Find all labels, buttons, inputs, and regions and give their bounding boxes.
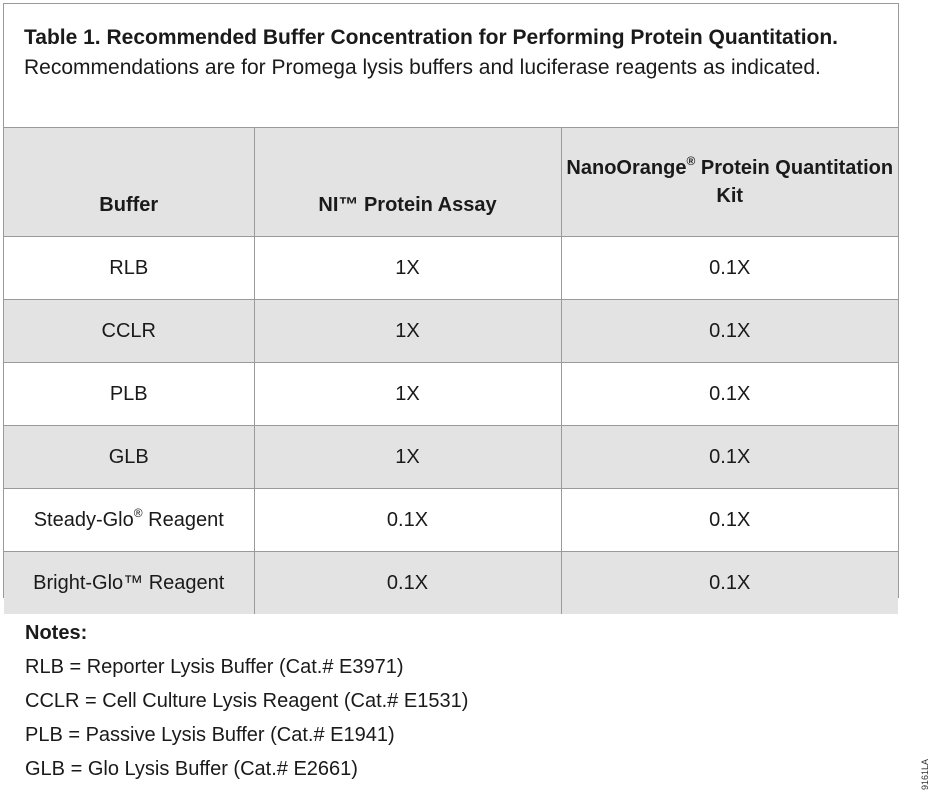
figure-code: 9161LA [920,758,930,790]
cell-nanoorange: 0.1X [560,362,898,426]
header-ni-protein-assay: NI™ Protein Assay [253,128,561,237]
header-nanoorange-kit: NanoOrange® Protein Quantitation Kit [560,128,898,237]
notes-section: Notes: RLB = Reporter Lysis Buffer (Cat.… [25,616,468,786]
header-buffer: Buffer [4,128,254,237]
header-row: Buffer NI™ Protein Assay NanoOrange® Pro… [4,128,898,237]
cell-buffer-name: Steady-Glo [33,508,134,531]
cell-buffer: CCLR [4,299,254,363]
note-item: PLB = Passive Lysis Buffer (Cat.# E1941) [25,724,395,746]
table-row: Bright-Glo™ Reagent 0.1X 0.1X [4,551,898,614]
cell-ni: 1X [253,362,561,426]
cell-buffer-suffix: Reagent [142,508,224,531]
header-nanoorange-name: NanoOrange [566,157,687,179]
note-item: CCLR = Cell Culture Lysis Reagent (Cat.#… [25,690,469,712]
table-row: Steady-Glo® Reagent 0.1X 0.1X [4,488,898,552]
cell-buffer: RLB [4,236,254,300]
buffer-concentration-table: Buffer NI™ Protein Assay NanoOrange® Pro… [4,128,898,614]
cell-buffer: Bright-Glo™ Reagent [4,551,254,614]
note-item: RLB = Reporter Lysis Buffer (Cat.# E3971… [25,656,404,678]
notes-title: Notes: [25,622,88,644]
registered-mark: ® [133,505,143,520]
cell-ni: 0.1X [253,488,561,552]
note-item: GLB = Glo Lysis Buffer (Cat.# E2661) [25,758,358,780]
cell-ni: 1X [253,425,561,489]
cell-nanoorange: 0.1X [560,551,898,614]
table-row: CCLR 1X 0.1X [4,299,898,363]
cell-nanoorange: 0.1X [560,488,898,552]
header-nanoorange-rest: Protein Quantitation Kit [695,157,894,207]
cell-buffer: PLB [4,362,254,426]
table-title: Table 1. Recommended Buffer Concentratio… [24,26,839,49]
cell-nanoorange: 0.1X [560,236,898,300]
table-caption: Table 1. Recommended Buffer Concentratio… [4,4,898,128]
cell-buffer: Steady-Glo® Reagent [4,488,254,552]
cell-ni: 0.1X [253,551,561,614]
table-row: RLB 1X 0.1X [4,236,898,300]
cell-buffer: GLB [4,425,254,489]
cell-ni: 1X [253,236,561,300]
cell-nanoorange: 0.1X [560,425,898,489]
registered-mark: ® [686,154,696,168]
cell-nanoorange: 0.1X [560,299,898,363]
table-subtitle: Recommendations are for Promega lysis bu… [24,56,821,79]
table-frame: Table 1. Recommended Buffer Concentratio… [3,3,899,614]
table-row: PLB 1X 0.1X [4,362,898,426]
cell-ni: 1X [253,299,561,363]
table-row: GLB 1X 0.1X [4,425,898,489]
